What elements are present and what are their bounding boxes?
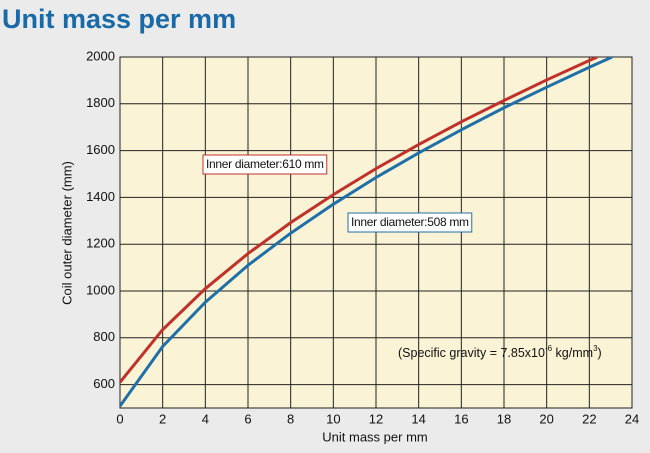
y-tick-label: 800 [93, 329, 115, 344]
y-tick-label: 2000 [86, 48, 115, 63]
y-axis-label: Coil outer diameter (mm) [59, 161, 74, 305]
line [120, 57, 598, 384]
x-tick-label: 8 [287, 411, 294, 426]
note-part: -6 [545, 344, 553, 353]
legend-box [347, 212, 473, 233]
note-part: 3 [593, 344, 598, 353]
note: (Specific gravity = 7.85x10-6 kg/mm3) [398, 344, 602, 360]
x-tick-label: 16 [454, 411, 468, 426]
note-part: kg/mm [552, 346, 593, 360]
chart-title: Unit mass per mm [2, 4, 236, 34]
x-axis-label: Unit mass per mm [322, 429, 427, 444]
y-tick-label: 1800 [86, 95, 115, 110]
x-tick-label: 12 [369, 411, 383, 426]
legend-label: Inner diameter:508 mm [351, 215, 469, 229]
x-tick-label: 10 [326, 411, 340, 426]
note-part: (Specific gravity = 7.85x10 [398, 346, 545, 360]
x-tick-label: 18 [497, 411, 511, 426]
line [120, 57, 613, 408]
legend-label: Inner diameter:610 mm [206, 157, 324, 171]
y-tick-label: 1600 [86, 142, 115, 157]
x-tick-label: 24 [625, 411, 639, 426]
y-tick-label: 600 [93, 376, 115, 391]
x-tick-label: 14 [411, 411, 425, 426]
x-tick-label: 20 [539, 411, 553, 426]
x-tick-label: 0 [116, 411, 123, 426]
y-tick-label: 1200 [86, 236, 115, 251]
x-tick-label: 6 [244, 411, 251, 426]
legend-box [202, 154, 328, 175]
x-tick-label: 4 [202, 411, 209, 426]
x-tick-label: 22 [582, 411, 596, 426]
y-tick-label: 1000 [86, 282, 115, 297]
note-part: ) [598, 346, 602, 360]
y-tick-label: 1400 [86, 189, 115, 204]
x-tick-label: 2 [159, 411, 166, 426]
